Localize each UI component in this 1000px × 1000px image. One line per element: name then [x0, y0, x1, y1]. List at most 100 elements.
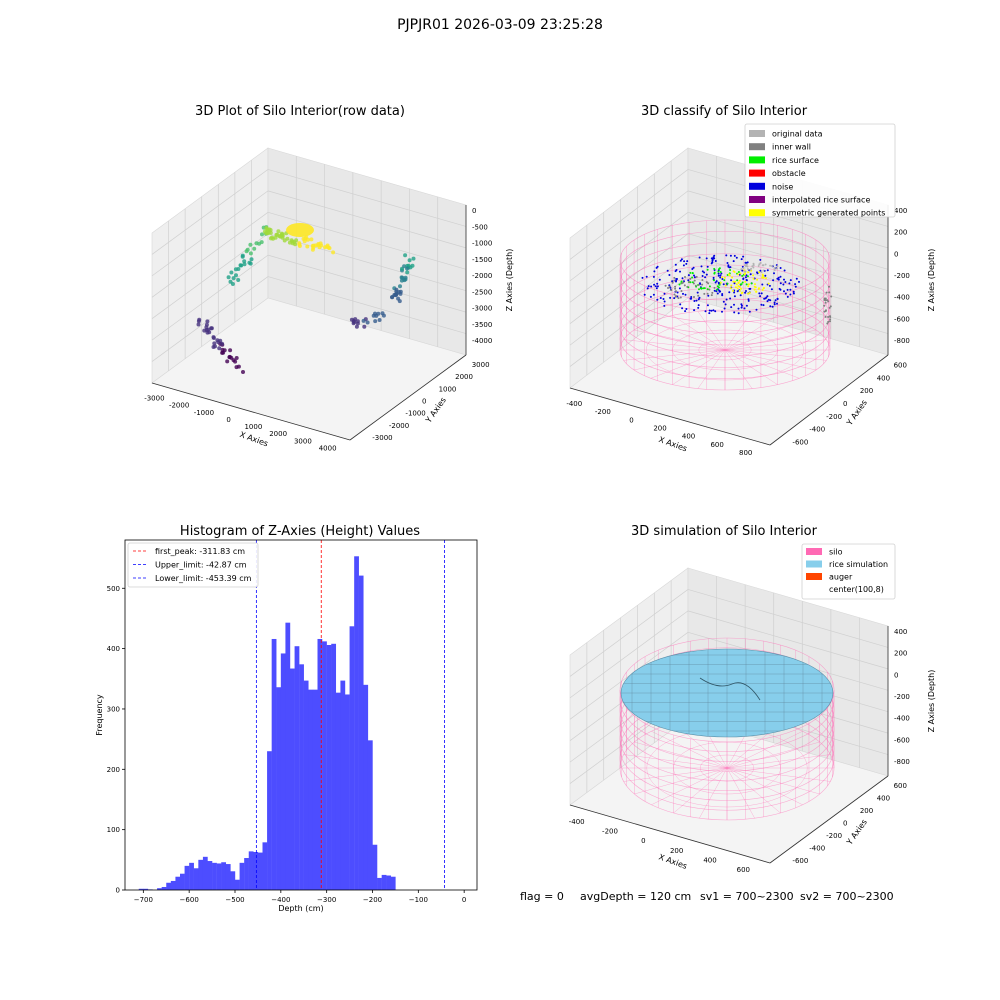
histogram-bar: [189, 862, 194, 890]
data-point: [285, 236, 290, 241]
z-tick-label: 200: [894, 650, 907, 658]
data-point: [705, 257, 708, 260]
data-point: [740, 283, 743, 286]
data-point: [353, 317, 358, 322]
data-point: [673, 297, 676, 300]
x-axis-line: [151, 382, 351, 441]
silo-floor-ring: [646, 319, 804, 381]
data-point: [729, 269, 732, 271]
histogram-bar: [340, 680, 346, 890]
data-point: [311, 245, 316, 250]
grid-line: [569, 190, 689, 282]
data-point: [641, 276, 644, 279]
legend-label: center(100,8): [829, 585, 884, 594]
panel2-title: 3D classify of Silo Interior: [640, 104, 808, 119]
x-axis-label: X Axies: [657, 852, 688, 871]
data-point: [765, 277, 767, 280]
data-point: [745, 279, 748, 281]
data-point: [719, 281, 722, 284]
legend-label: Lower_limit: -453.39 cm: [155, 574, 252, 583]
histogram-bar: [202, 856, 208, 890]
legend-box: [801, 543, 896, 600]
data-point: [792, 290, 795, 293]
data-point: [655, 287, 658, 290]
histogram-bar: [390, 876, 396, 890]
data-point: [744, 272, 747, 275]
data-point: [669, 296, 672, 299]
legend-label: rice simulation: [829, 560, 888, 569]
data-point: [681, 282, 683, 285]
z-tick-label: 400: [894, 628, 907, 636]
grid-line: [151, 212, 269, 298]
histogram-bar: [244, 858, 249, 890]
data-point: [755, 290, 758, 293]
data-point: [645, 275, 648, 278]
data-point: [728, 291, 731, 294]
data-point: [768, 284, 771, 287]
data-point: [674, 285, 677, 288]
z-axis-label: Z Axies (Depth): [505, 249, 514, 312]
x-tick-label: 600: [737, 866, 750, 874]
data-point: [733, 295, 736, 298]
data-point: [828, 291, 831, 294]
y-axis-label: Frequency: [95, 694, 104, 736]
data-point: [789, 279, 792, 282]
data-point: [715, 290, 718, 293]
data-point: [290, 241, 295, 246]
data-point: [761, 289, 764, 291]
data-point: [727, 264, 730, 267]
histogram-bar: [331, 643, 337, 890]
legend-swatch: [749, 156, 765, 164]
data-point: [757, 287, 760, 290]
legend-label: symmetric generated points: [772, 209, 885, 218]
data-point: [761, 276, 764, 279]
legend-box: [127, 542, 259, 588]
grid-line: [267, 254, 467, 313]
y-tick-label: 400: [107, 645, 120, 653]
y-axis-line: [769, 354, 889, 446]
data-point: [680, 290, 683, 292]
data-point: [788, 282, 791, 285]
data-point: [692, 266, 695, 269]
y-tick-label: -400: [809, 426, 825, 434]
data-point: [381, 313, 386, 318]
data-point: [737, 312, 740, 315]
data-point: [231, 358, 236, 363]
data-point: [684, 310, 687, 313]
histogram-title: Histogram of Z-Axies (Height) Values: [179, 524, 421, 539]
data-point: [680, 280, 683, 283]
panel4-title: 3D simulation of Silo Interior: [631, 524, 817, 539]
data-point: [689, 271, 692, 274]
data-point: [656, 285, 659, 288]
data-point: [742, 255, 745, 258]
data-point: [697, 304, 700, 307]
grid-line: [687, 589, 889, 648]
data-point: [729, 254, 732, 257]
data-point: [741, 281, 744, 284]
rice-ridge: [699, 677, 761, 701]
data-point: [728, 274, 731, 277]
data-point: [718, 289, 721, 292]
data-point: [770, 265, 773, 268]
data-point: [275, 232, 280, 237]
data-point: [758, 292, 761, 295]
z-tick-label: -200: [894, 272, 910, 280]
data-point: [705, 273, 708, 276]
data-point: [718, 283, 721, 286]
data-point: [679, 296, 682, 299]
data-point: [739, 294, 742, 297]
data-point: [698, 296, 701, 299]
data-point: [220, 341, 224, 346]
data-point: [733, 291, 736, 294]
grid-line: [569, 212, 689, 303]
data-point: [783, 290, 785, 293]
histogram-bar: [322, 641, 327, 890]
data-point: [762, 264, 765, 267]
data-point: [697, 283, 700, 286]
data-point: [716, 292, 719, 295]
grid-line: [569, 610, 689, 699]
data-point: [826, 322, 829, 325]
data-point: [248, 251, 253, 256]
data-point: [746, 275, 749, 278]
